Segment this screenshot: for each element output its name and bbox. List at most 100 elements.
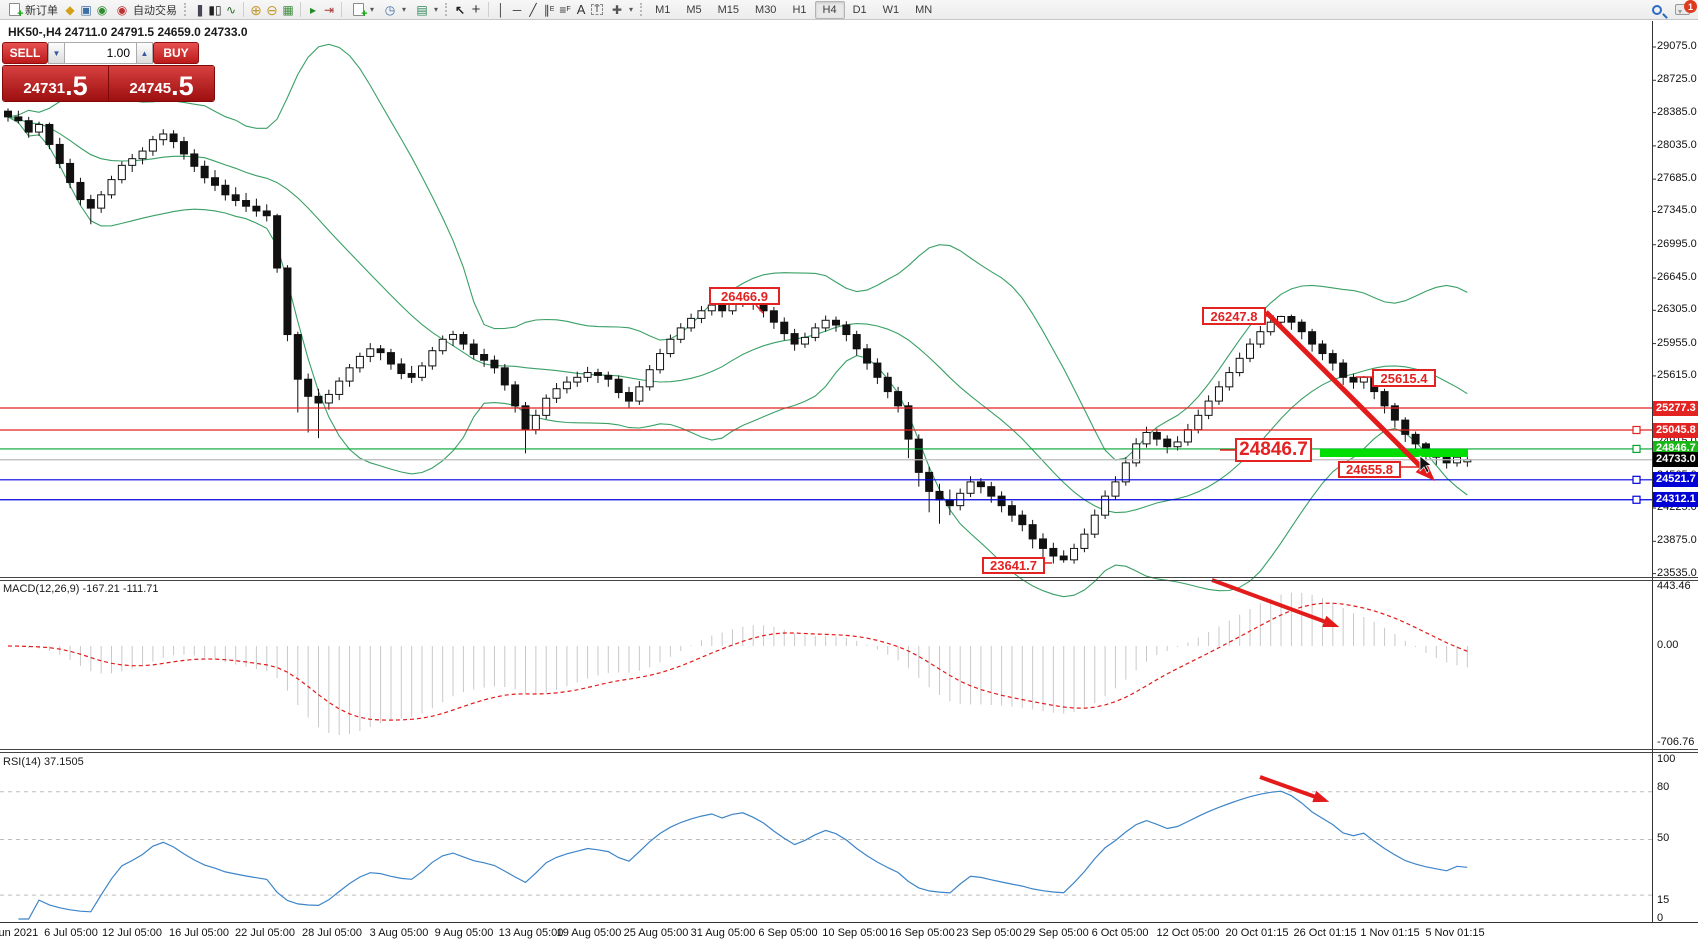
periods-button[interactable]: ◷ ▾ [378, 1, 410, 19]
cursor-icon[interactable]: ↖ [455, 2, 466, 17]
shapes-button[interactable]: ✚ ▾ [605, 1, 637, 19]
search-icon[interactable] [1649, 2, 1665, 18]
vertical-line-icon[interactable]: │ [497, 2, 505, 17]
timeframe-M15[interactable]: M15 [717, 3, 740, 16]
fibonacci-icon[interactable]: ≡ F [559, 2, 571, 17]
timeframe-M30[interactable]: M30 [755, 3, 777, 16]
line-handle[interactable] [1632, 495, 1641, 504]
rsi-scale-label: 0 [1657, 912, 1664, 924]
price-line-badge: 25045.8 [1653, 422, 1698, 438]
horizontal-lines [0, 407, 1652, 504]
timeframe-group: M1 M5 M15 M30 H1 H4 D1 W1 MN [647, 0, 940, 19]
macd-scale-label: 0.00 [1657, 639, 1679, 651]
timeframe-D1[interactable]: D1 [852, 3, 867, 16]
time-axis-label: 20 Oct 01:15 [1225, 927, 1289, 939]
templates-button[interactable]: ▤ ▾ [410, 1, 442, 19]
price-tick: 27345.0 [1657, 204, 1697, 217]
bar-chart-icon[interactable]: ||| [196, 2, 203, 17]
text-label-icon[interactable]: T [589, 2, 605, 18]
line-handle[interactable] [1632, 444, 1641, 454]
time-axis-label: 12 Jul 05:00 [102, 927, 162, 939]
rsi-scale-label: 100 [1657, 753, 1676, 765]
trend-arrow[interactable] [1259, 775, 1330, 803]
price-tick: 28035.0 [1657, 138, 1697, 151]
price-callout[interactable]: 25615.4 [1372, 369, 1436, 387]
time-axis-label: 16 Sep 05:00 [889, 927, 955, 939]
one-click-trade-panel: SELL ▼ ▲ BUY 24731.5 24745.5 [2, 42, 215, 102]
trendline-icon[interactable]: ╱ [529, 2, 537, 17]
rsi-scale-label: 50 [1657, 832, 1670, 844]
price-tick: 23875.0 [1657, 534, 1697, 547]
price-tick: 25615.0 [1657, 368, 1697, 381]
timeframe-H1[interactable]: H1 [792, 3, 807, 16]
line-handle[interactable] [1632, 425, 1641, 435]
timeframe-MN[interactable]: MN [915, 3, 933, 16]
line-handle[interactable] [1632, 475, 1641, 484]
time-axis-label: 19 Aug 05:00 [556, 927, 622, 939]
time-axis-label: 6 Oct 05:00 [1091, 927, 1149, 939]
price-tick: 25955.0 [1657, 336, 1697, 349]
chart-shift-icon[interactable]: ⇥ [323, 2, 335, 17]
time-axis-label: 3 Aug 05:00 [369, 927, 429, 939]
autotrading-button[interactable]: ◉ 自动交易 [110, 1, 181, 19]
tile-windows-icon[interactable]: ▦ [282, 2, 294, 17]
new-chart-icon: + [350, 2, 368, 20]
trend-arrow[interactable] [1264, 310, 1435, 481]
new-chart-button[interactable]: + ▾ [346, 1, 378, 20]
price-line-badge: 24312.1 [1653, 492, 1698, 508]
price-line-badge: 24733.0 [1653, 452, 1698, 468]
horizontal-line-icon[interactable]: ─ [512, 2, 522, 17]
new-order-icon: + [6, 2, 24, 20]
time-axis-label: 26 Oct 01:15 [1293, 927, 1357, 939]
time-axis-label: 30 Jun 2021 [0, 927, 39, 939]
price-callout[interactable]: 23641.7 [982, 557, 1045, 574]
volume-input[interactable] [65, 42, 136, 64]
time-axis-label: 10 Sep 05:00 [822, 927, 888, 939]
timeframe-H4[interactable]: H4 [814, 0, 845, 19]
candlesticks [4, 108, 1472, 564]
buy-price[interactable]: 24745.5 [109, 66, 214, 101]
news-icon[interactable]: ◉ [96, 2, 108, 17]
periods-icon: ◷ [384, 2, 396, 17]
timeframe-W1[interactable]: W1 [882, 3, 900, 16]
macd-scale-label: -706.76 [1657, 736, 1695, 748]
price-callout[interactable]: 26466.9 [709, 287, 780, 305]
time-axis-label: 1 Nov 01:15 [1360, 927, 1420, 939]
volume-increase-button[interactable]: ▲ [136, 42, 153, 64]
zoom-in-icon[interactable]: ⊕ [250, 1, 262, 18]
notification-badge: 1 [1684, 0, 1697, 13]
chat-icon[interactable]: 1 [1675, 0, 1697, 15]
timeframe-M1[interactable]: M1 [655, 3, 671, 16]
price-callout[interactable]: 26247.8 [1202, 307, 1266, 325]
sell-button[interactable]: SELL [2, 42, 48, 64]
sell-price[interactable]: 24731.5 [3, 66, 109, 101]
trend-arrow[interactable] [1211, 578, 1340, 628]
bollinger-bands [7, 43, 1468, 598]
mouse-cursor [1419, 455, 1432, 474]
timeframe-M5[interactable]: M5 [686, 3, 702, 16]
line-chart-icon[interactable]: ∿ [225, 2, 237, 17]
time-axis-label: 9 Aug 05:00 [434, 927, 494, 939]
price-callout[interactable]: 24846.7 [1235, 438, 1312, 462]
autotrading-icon: ◉ [116, 2, 128, 17]
zoom-out-icon[interactable]: ⊖ [266, 1, 278, 18]
price-callout[interactable]: 24655.8 [1338, 461, 1401, 478]
chart-title: HK50-,H4 24711.0 24791.5 24659.0 24733.0 [8, 25, 248, 39]
text-icon[interactable]: A [576, 2, 586, 17]
toolbar: + 新订单 ◆ ▣ ◉ ◉ 自动交易 ||| ▮▯ ∿ ⊕ ⊖ ▦ ▸ ⇥ + ▾… [0, 0, 1698, 20]
styler-icon[interactable]: ◆ [65, 2, 75, 17]
rsi-scale-label: 15 [1657, 894, 1670, 906]
navigator-icon[interactable]: ▣ [80, 2, 92, 17]
volume-decrease-button[interactable]: ▼ [48, 42, 65, 64]
buy-button[interactable]: BUY [153, 42, 199, 64]
new-order-button[interactable]: + 新订单 [2, 1, 62, 20]
rsi-scale-label: 80 [1657, 781, 1670, 793]
autoscroll-icon[interactable]: ▸ [309, 2, 317, 17]
price-line-badge: 25277.3 [1653, 400, 1698, 416]
new-order-label: 新订单 [25, 4, 58, 17]
candlestick-chart-icon[interactable]: ▮▯ [208, 2, 222, 17]
channel-icon[interactable]: ∥ E [543, 2, 555, 17]
price-line-badge: 24521.7 [1653, 472, 1698, 488]
crosshair-icon[interactable]: + [471, 1, 481, 18]
